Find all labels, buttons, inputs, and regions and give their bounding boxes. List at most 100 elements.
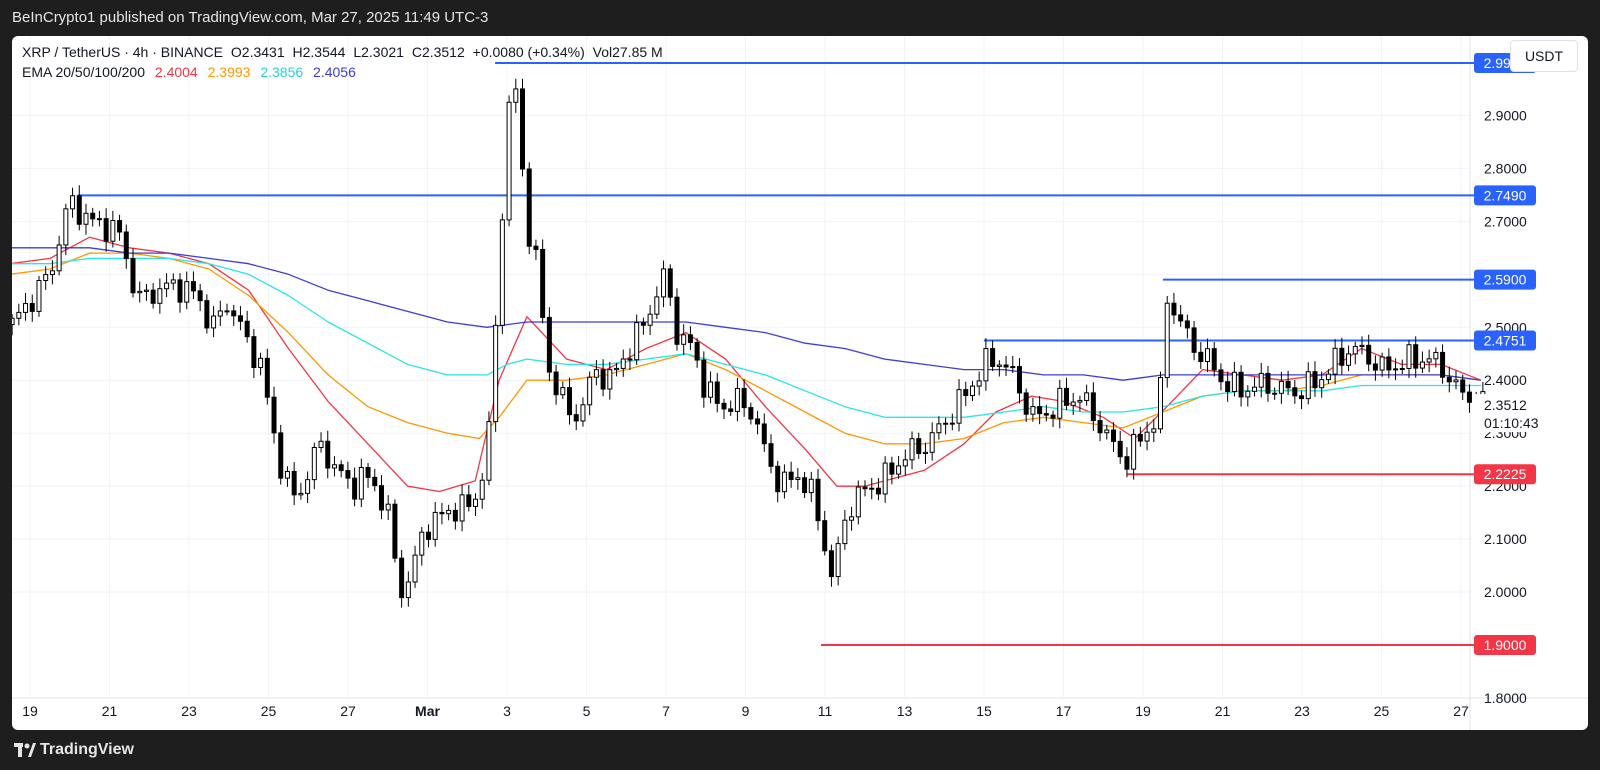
candle-down xyxy=(1117,440,1123,458)
last-price-label: 2.3512 xyxy=(1484,397,1527,413)
candle-down xyxy=(29,303,35,312)
candle-up xyxy=(936,423,942,434)
candle-down xyxy=(1178,314,1184,322)
candle-up xyxy=(835,543,841,578)
candle-up xyxy=(23,303,29,313)
candle-up xyxy=(909,438,915,461)
x-tick-label: 21 xyxy=(1215,703,1231,719)
candle-down xyxy=(271,396,277,434)
candle-down xyxy=(553,371,559,396)
candle-down xyxy=(177,279,183,303)
support-level-badge xyxy=(1474,464,1536,485)
candle-down xyxy=(123,231,129,260)
candle-down xyxy=(1097,420,1103,434)
candle-up xyxy=(1252,386,1258,392)
candle-up xyxy=(1419,361,1425,369)
candle-up xyxy=(472,498,478,507)
candle-up xyxy=(446,509,452,515)
candle-up xyxy=(1104,429,1110,434)
y-tick-label: 1.8000 xyxy=(1484,690,1527,706)
candle-up xyxy=(620,358,626,369)
candle-up xyxy=(1258,372,1264,388)
legend-volume: Vol27.85 M xyxy=(592,44,663,60)
candle-up xyxy=(896,465,902,475)
candle-down xyxy=(1037,406,1043,415)
candle-up xyxy=(49,270,55,276)
candle-up xyxy=(1453,379,1459,383)
candle-down xyxy=(439,511,445,515)
resistance-level-badge xyxy=(1474,185,1536,206)
candle-down xyxy=(325,440,331,469)
candle-up xyxy=(1245,390,1251,398)
x-tick-label: 19 xyxy=(1135,703,1151,719)
candle-up xyxy=(1151,428,1157,433)
candle-down xyxy=(251,336,257,369)
candle-down xyxy=(1211,348,1217,371)
ema-line-ema20 xyxy=(12,236,1482,493)
candle-up xyxy=(661,268,667,298)
candle-down xyxy=(862,486,868,490)
candle-down xyxy=(714,381,720,404)
candle-up xyxy=(110,220,116,242)
candle-up xyxy=(56,244,62,272)
candle-down xyxy=(815,478,821,522)
candle-up xyxy=(1325,373,1331,381)
candle-up xyxy=(1359,344,1365,347)
legend-ema200-value: 2.4056 xyxy=(313,64,356,80)
candle-down xyxy=(231,310,237,317)
candle-down xyxy=(378,485,384,511)
candle-down xyxy=(1198,351,1204,363)
candle-up xyxy=(1084,392,1090,401)
candle-up xyxy=(1278,380,1284,394)
candle-up xyxy=(593,369,599,378)
candle-up xyxy=(849,516,855,521)
candle-up xyxy=(305,479,311,494)
candle-down xyxy=(1225,381,1231,393)
candle-up xyxy=(808,478,814,494)
level-badges: 2.99902.74902.59002.47512.22251.90002.35… xyxy=(1472,53,1552,656)
candle-up xyxy=(1319,379,1325,389)
candle-down xyxy=(701,359,707,398)
x-tick-label: 23 xyxy=(181,703,197,719)
x-tick-label: 21 xyxy=(102,703,118,719)
candle-up xyxy=(1399,367,1405,370)
candle-down xyxy=(802,477,808,494)
candle-down xyxy=(1171,302,1177,316)
price-chart[interactable]: 19 21 23 25 27 Mar 3 5 7 9 11 13 15 17 19 21 23 25 27 2.90… xyxy=(12,36,1588,730)
candle-down xyxy=(533,245,539,250)
candle-up xyxy=(217,310,223,317)
x-tick-label: 9 xyxy=(742,703,750,719)
candle-down xyxy=(1110,429,1116,442)
candle-down xyxy=(1003,364,1009,368)
y-tick-label: 2.7000 xyxy=(1484,213,1527,229)
footer-bar: TradingView xyxy=(0,730,1600,770)
candle-down xyxy=(466,494,472,507)
candle-down xyxy=(1466,391,1472,403)
candle-up xyxy=(1393,368,1399,371)
candle-down xyxy=(103,218,109,242)
legend-close: C2.3512 xyxy=(411,44,465,60)
currency-button[interactable]: USDT xyxy=(1510,40,1578,72)
legend-change: +0.0080 (+0.34%) xyxy=(472,44,585,60)
candle-up xyxy=(432,511,438,540)
candle-up xyxy=(1332,347,1338,375)
candles xyxy=(12,78,1486,608)
candle-down xyxy=(372,476,378,487)
candle-down xyxy=(392,503,398,559)
candle-down xyxy=(1272,392,1278,395)
candle-down xyxy=(352,477,358,500)
candle-down xyxy=(822,520,828,552)
candle-down xyxy=(1339,347,1345,366)
candle-up xyxy=(1426,358,1432,363)
candle-down xyxy=(667,268,673,298)
candle-down xyxy=(768,443,774,467)
candle-down xyxy=(573,414,579,422)
legend-ohlc-row: XRP / TetherUS · 4h · BINANCE O2.3431 H2… xyxy=(22,42,667,62)
chart-card[interactable]: 19 21 23 25 27 Mar 3 5 7 9 11 13 15 17 19 21 23 25 27 2.90… xyxy=(12,36,1588,730)
candle-up xyxy=(157,288,163,304)
candle-up xyxy=(1406,344,1412,369)
candle-up xyxy=(298,492,304,496)
candle-up xyxy=(284,470,290,479)
candle-up xyxy=(412,554,418,583)
candle-down xyxy=(761,423,767,445)
